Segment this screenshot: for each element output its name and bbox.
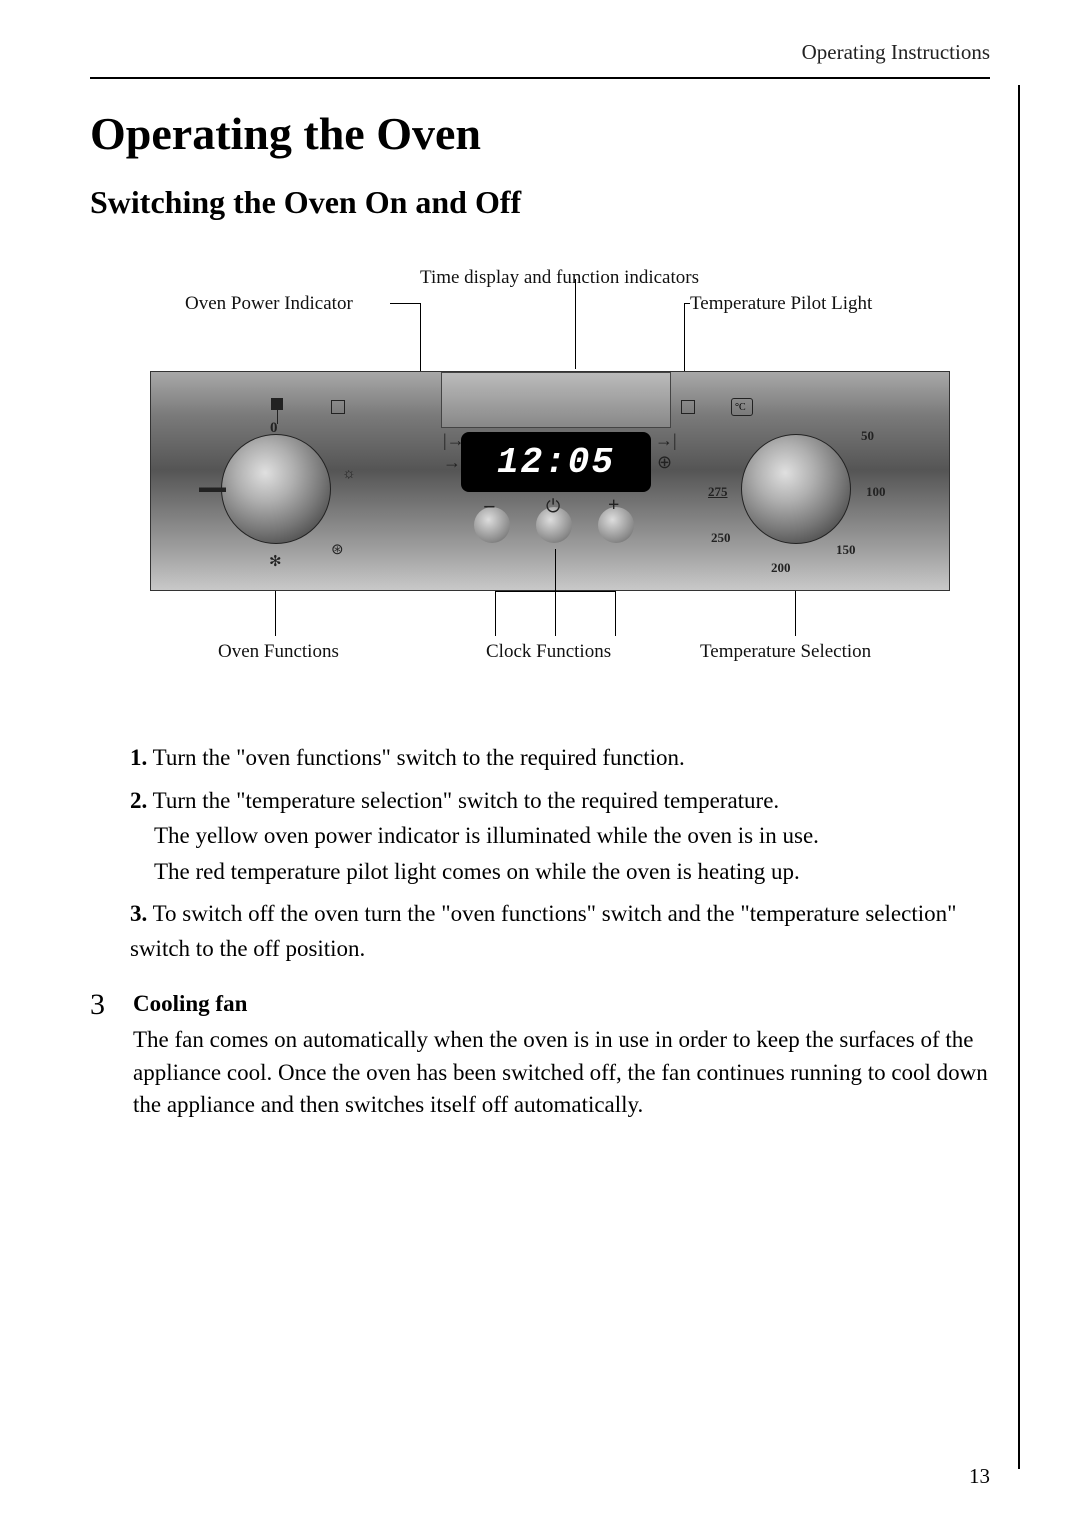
indicator-box-icon [331, 400, 345, 414]
minus-icon: − [483, 494, 496, 520]
panel-recess [441, 372, 671, 428]
cooling-fan-section: 3 Cooling fan The fan comes on automatic… [90, 988, 990, 1121]
callout-time-display: Time display and function indicators [420, 267, 699, 289]
step-2: 2. Turn the "temperature selection" swit… [130, 784, 990, 890]
leader-line [495, 591, 496, 636]
page-right-rule [1018, 85, 1020, 1469]
indicator-box-icon [681, 400, 695, 414]
power-indicator-icon [271, 398, 283, 410]
control-panel-diagram: Time display and function indicators Ove… [130, 301, 950, 681]
info-title: Cooling fan [133, 988, 990, 1020]
temp-250: 250 [711, 530, 731, 546]
temperature-icon: °C [731, 398, 753, 416]
leader-line [495, 591, 615, 592]
callout-power-indicator: Oven Power Indicator [185, 293, 353, 315]
instruction-steps: 1. Turn the "oven functions" switch to t… [130, 741, 990, 966]
leader-line [615, 591, 616, 636]
callout-clock-functions: Clock Functions [486, 641, 611, 663]
leader-line [275, 591, 276, 636]
leader-line [390, 303, 420, 304]
leader-line [420, 303, 421, 371]
callout-temp-selection: Temperature Selection [700, 641, 871, 663]
info-body: Cooling fan The fan comes on automatical… [133, 988, 990, 1121]
step-text: Turn the "oven functions" switch to the … [153, 745, 685, 770]
step-number: 3. [130, 901, 147, 926]
leader-line [684, 303, 685, 371]
header-section-label: Operating Instructions [90, 40, 990, 79]
leader-line [555, 549, 556, 636]
temp-100: 100 [866, 484, 886, 500]
page-number: 13 [969, 1464, 990, 1489]
page-title: Operating the Oven [90, 107, 990, 160]
temp-275: 275 [708, 484, 728, 500]
info-marker: 3 [90, 988, 105, 1121]
step-continuation: The yellow oven power indicator is illum… [154, 818, 990, 854]
leader-line [575, 279, 576, 369]
light-icon: ☼ [342, 466, 356, 483]
temp-50: 50 [861, 428, 874, 444]
oven-functions-knob [221, 434, 331, 544]
leader-line [795, 591, 796, 636]
arrow-icon: → [443, 452, 461, 473]
plus-icon: + [608, 494, 619, 517]
step-text: Turn the "temperature selection" switch … [153, 788, 780, 813]
callout-oven-functions: Oven Functions [218, 641, 339, 663]
temp-150: 150 [836, 542, 856, 558]
step-number: 2. [130, 788, 147, 813]
step-continuation: The red temperature pilot light comes on… [154, 854, 990, 890]
step-number: 1. [130, 745, 147, 770]
step-3: 3. To switch off the oven turn the "oven… [130, 897, 990, 966]
temp-200: 200 [771, 560, 791, 576]
arrow-start-icon: |→ [443, 430, 465, 451]
defrost-icon: ✻ [269, 552, 282, 571]
temperature-knob [741, 434, 851, 544]
section-title: Switching the Oven On and Off [90, 184, 990, 221]
oven-control-panel: 0 °C ☼ ⊛ ✻ ▬▬ 12:05 |→ → →| ⊕ − ⏻ + 50 [150, 371, 950, 591]
step-text: To switch off the oven turn the "oven fu… [130, 901, 956, 961]
callout-temp-pilot: Temperature Pilot Light [690, 293, 872, 315]
clock-time: 12:05 [497, 442, 615, 483]
info-text: The fan comes on automatically when the … [133, 1024, 990, 1121]
grill-icon: ▬▬ [199, 480, 223, 497]
fan-icon: ⊛ [331, 540, 344, 559]
step-1: 1. Turn the "oven functions" switch to t… [130, 741, 990, 776]
arrow-end-icon: →| [655, 430, 677, 451]
clock-display: 12:05 [461, 432, 651, 492]
power-icon: ⏻ [546, 496, 560, 517]
timer-icon: ⊕ [657, 452, 672, 473]
